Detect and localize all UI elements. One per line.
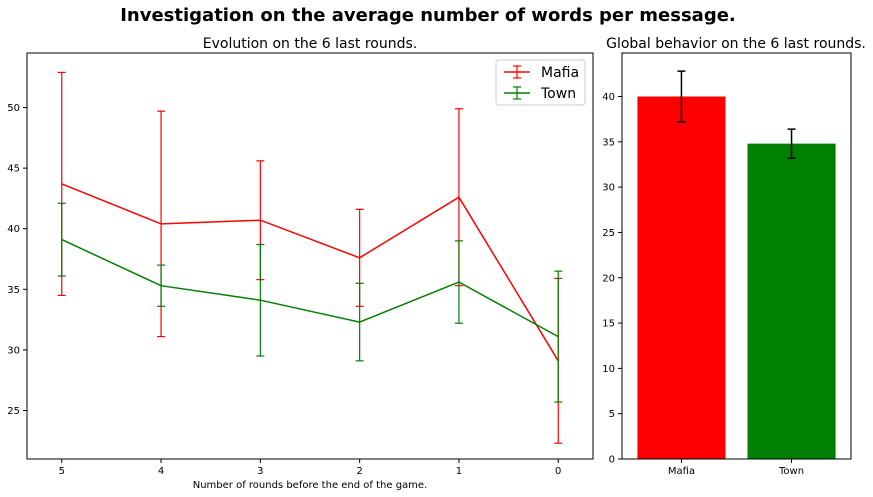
y-tick-label: 25: [7, 406, 20, 417]
x-tick-label: 2: [356, 466, 362, 477]
bar-y-tick-label: 40: [602, 92, 615, 103]
series-line-mafia: [61, 183, 559, 362]
bar-chart: Global behavior on the 6 last rounds. 0 5…: [602, 36, 866, 477]
y-tick-label: 40: [7, 224, 20, 235]
line-chart: Evolution on the 6 last rounds. 25303540…: [7, 36, 594, 491]
bar-x-tick-label: Town: [778, 466, 804, 477]
legend-label-town: Town: [540, 86, 576, 102]
legend-label-mafia: Mafia: [541, 65, 579, 81]
bar-y-tick-label: 20: [602, 273, 615, 284]
bar-chart-title: Global behavior on the 6 last rounds.: [606, 36, 866, 52]
bar-y-tick-label: 5: [609, 409, 615, 420]
bar-plot-frame: [621, 52, 852, 460]
y-tick-label: 50: [7, 103, 20, 114]
line-chart-xlabel: Number of rounds before the end of the g…: [193, 480, 428, 491]
x-tick-label: 3: [257, 466, 263, 477]
x-tick-label: 4: [158, 466, 164, 477]
y-tick-label: 35: [7, 285, 20, 296]
x-tick-label: 5: [59, 466, 65, 477]
bar-y-tick-label: 15: [602, 319, 615, 330]
bar-x-tick-label: Mafia: [668, 466, 695, 477]
line-chart-title: Evolution on the 6 last rounds.: [203, 36, 418, 52]
bar-y-tick-label: 10: [602, 364, 615, 375]
x-tick-label: 1: [456, 466, 462, 477]
line-plot-area: 25 30 35 40 45 50 5 4 3 2 1 0: [7, 71, 563, 477]
x-tick-label: 0: [555, 466, 561, 477]
bar-town: [747, 143, 836, 459]
legend: Mafia Town: [495, 59, 586, 106]
line-plot-frame: [26, 52, 594, 460]
y-tick-label: 30: [7, 345, 20, 356]
figure-title: Investigation on the average number of w…: [120, 5, 736, 26]
bar-y-tick-label: 25: [602, 228, 615, 239]
y-tick-label: 45: [7, 164, 20, 175]
bar-y-tick-label: 0: [609, 455, 615, 466]
bar-mafia: [637, 96, 726, 459]
series-line-town: [61, 238, 559, 338]
bar-plot-area: 0 5 10 15 20 25 30 35 40 Mafia Town: [602, 70, 836, 477]
bar-y-tick-label: 30: [602, 183, 615, 194]
bar-y-tick-label: 35: [602, 137, 615, 148]
